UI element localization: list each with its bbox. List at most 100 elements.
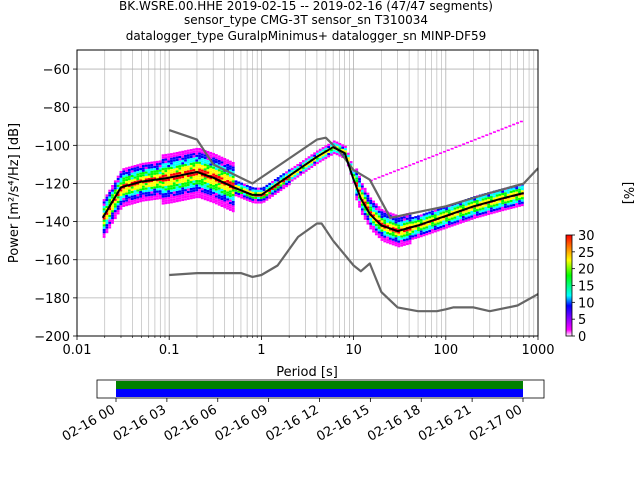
heatmap-cell xyxy=(147,198,151,201)
heatmap-cell xyxy=(349,163,353,166)
heatmap-cell xyxy=(445,210,448,213)
heatmap-cell xyxy=(316,159,319,162)
heatmap-cell xyxy=(324,156,328,160)
heatmap-cell xyxy=(147,164,151,167)
heatmap-cell xyxy=(164,156,168,159)
y-tick-label: −180 xyxy=(34,292,70,307)
heatmap-cell xyxy=(220,202,224,205)
heatmap-cell xyxy=(125,169,128,172)
heatmap-cell xyxy=(139,200,142,203)
heatmap-cell xyxy=(167,197,171,200)
heatmap-cell xyxy=(125,167,128,170)
heatmap-cell xyxy=(243,186,246,189)
heatmap-cell xyxy=(481,200,485,203)
heatmap-cell xyxy=(428,213,432,217)
heatmap-cell xyxy=(178,151,182,154)
heatmap-cell xyxy=(240,187,244,190)
heatmap-cell xyxy=(428,211,432,214)
heatmap-cell xyxy=(290,174,294,177)
heatmap-cell xyxy=(113,187,117,190)
heatmap-cell xyxy=(397,219,401,223)
heatmap-cell xyxy=(411,235,415,238)
heatmap-cell xyxy=(105,228,109,231)
heatmap-cell xyxy=(217,178,221,181)
heatmap-cell xyxy=(279,175,283,178)
heatmap-cell xyxy=(161,168,165,171)
heatmap-cell xyxy=(164,192,168,196)
heatmap-cell xyxy=(229,160,232,163)
heatmap-cell xyxy=(158,167,162,170)
heatmap-cell xyxy=(377,219,381,223)
heatmap-cell xyxy=(209,154,213,157)
heatmap-cell xyxy=(366,222,370,225)
heatmap-cell xyxy=(136,171,140,174)
heatmap-cell xyxy=(139,184,142,187)
heatmap-cell xyxy=(144,182,148,186)
heatmap-cell xyxy=(411,221,415,224)
heatmap-cell xyxy=(133,199,137,202)
heatmap-cell xyxy=(209,156,213,159)
heatmap-cell xyxy=(200,160,204,163)
heatmap-cell xyxy=(360,208,364,211)
heatmap-cell xyxy=(346,157,350,160)
heatmap-cell xyxy=(133,201,137,204)
heatmap-cell xyxy=(417,215,420,218)
heatmap-cell xyxy=(271,180,274,184)
heatmap-cell xyxy=(217,187,221,190)
heatmap-cell xyxy=(400,239,404,243)
heatmap-cell xyxy=(358,180,361,183)
heatmap-cell xyxy=(144,196,148,199)
heatmap-cell xyxy=(501,199,505,203)
heatmap-cell xyxy=(411,230,415,233)
heatmap-cell xyxy=(226,193,230,196)
heatmap-cell xyxy=(436,210,440,214)
heatmap-cell xyxy=(304,158,308,161)
heatmap-cell xyxy=(296,166,300,169)
heatmap-cell xyxy=(459,203,462,206)
new-low-noise-model-line xyxy=(169,222,539,313)
heatmap-cell xyxy=(141,183,145,186)
heatmap-cell xyxy=(473,202,477,206)
heatmap-cell xyxy=(243,195,246,198)
heatmap-cell xyxy=(141,187,145,191)
heatmap-cell xyxy=(349,167,353,171)
heatmap-cell xyxy=(257,196,260,199)
colorbar-scale xyxy=(565,234,573,337)
heatmap-cell xyxy=(113,203,117,206)
heatmap-cell xyxy=(108,221,112,224)
heatmap-cell xyxy=(178,178,182,182)
heatmap-cell xyxy=(181,194,185,197)
heatmap-cell xyxy=(279,184,283,187)
heatmap-cell xyxy=(352,174,356,177)
heatmap-cell xyxy=(136,200,140,204)
heatmap-cell xyxy=(498,191,502,194)
heatmap-cell xyxy=(111,221,114,224)
heatmap-cell xyxy=(520,194,524,198)
heatmap-cell xyxy=(392,170,396,173)
heatmap-cell xyxy=(380,236,384,239)
heatmap-cell xyxy=(150,198,154,201)
heatmap-cell xyxy=(509,197,513,200)
chart-title: BK.WSRE.00.HHE 2019-02-15 -- 2019-02-16 … xyxy=(119,0,493,43)
heatmap-cell xyxy=(172,189,176,192)
heatmap-cell xyxy=(175,179,179,182)
heatmap-cell xyxy=(164,160,168,164)
heatmap-cell xyxy=(282,184,286,187)
heatmap-cell xyxy=(130,179,134,182)
heatmap-cell xyxy=(355,195,359,199)
heatmap-cell xyxy=(198,152,201,155)
heatmap-cell xyxy=(332,142,336,145)
heatmap-cell xyxy=(184,157,187,160)
heatmap-cell xyxy=(237,192,241,196)
heatmap-cell xyxy=(456,217,460,221)
heatmap-cell xyxy=(130,195,134,198)
heatmap-cell xyxy=(490,209,493,212)
heatmap-cell xyxy=(506,200,510,203)
heatmap-cell xyxy=(467,202,471,205)
heatmap-cell xyxy=(304,160,308,163)
heatmap-cell xyxy=(127,196,131,199)
heatmap-cell xyxy=(456,215,460,218)
heatmap-cell xyxy=(425,226,429,229)
heatmap-cell xyxy=(189,187,193,191)
heatmap-cell xyxy=(428,216,432,219)
